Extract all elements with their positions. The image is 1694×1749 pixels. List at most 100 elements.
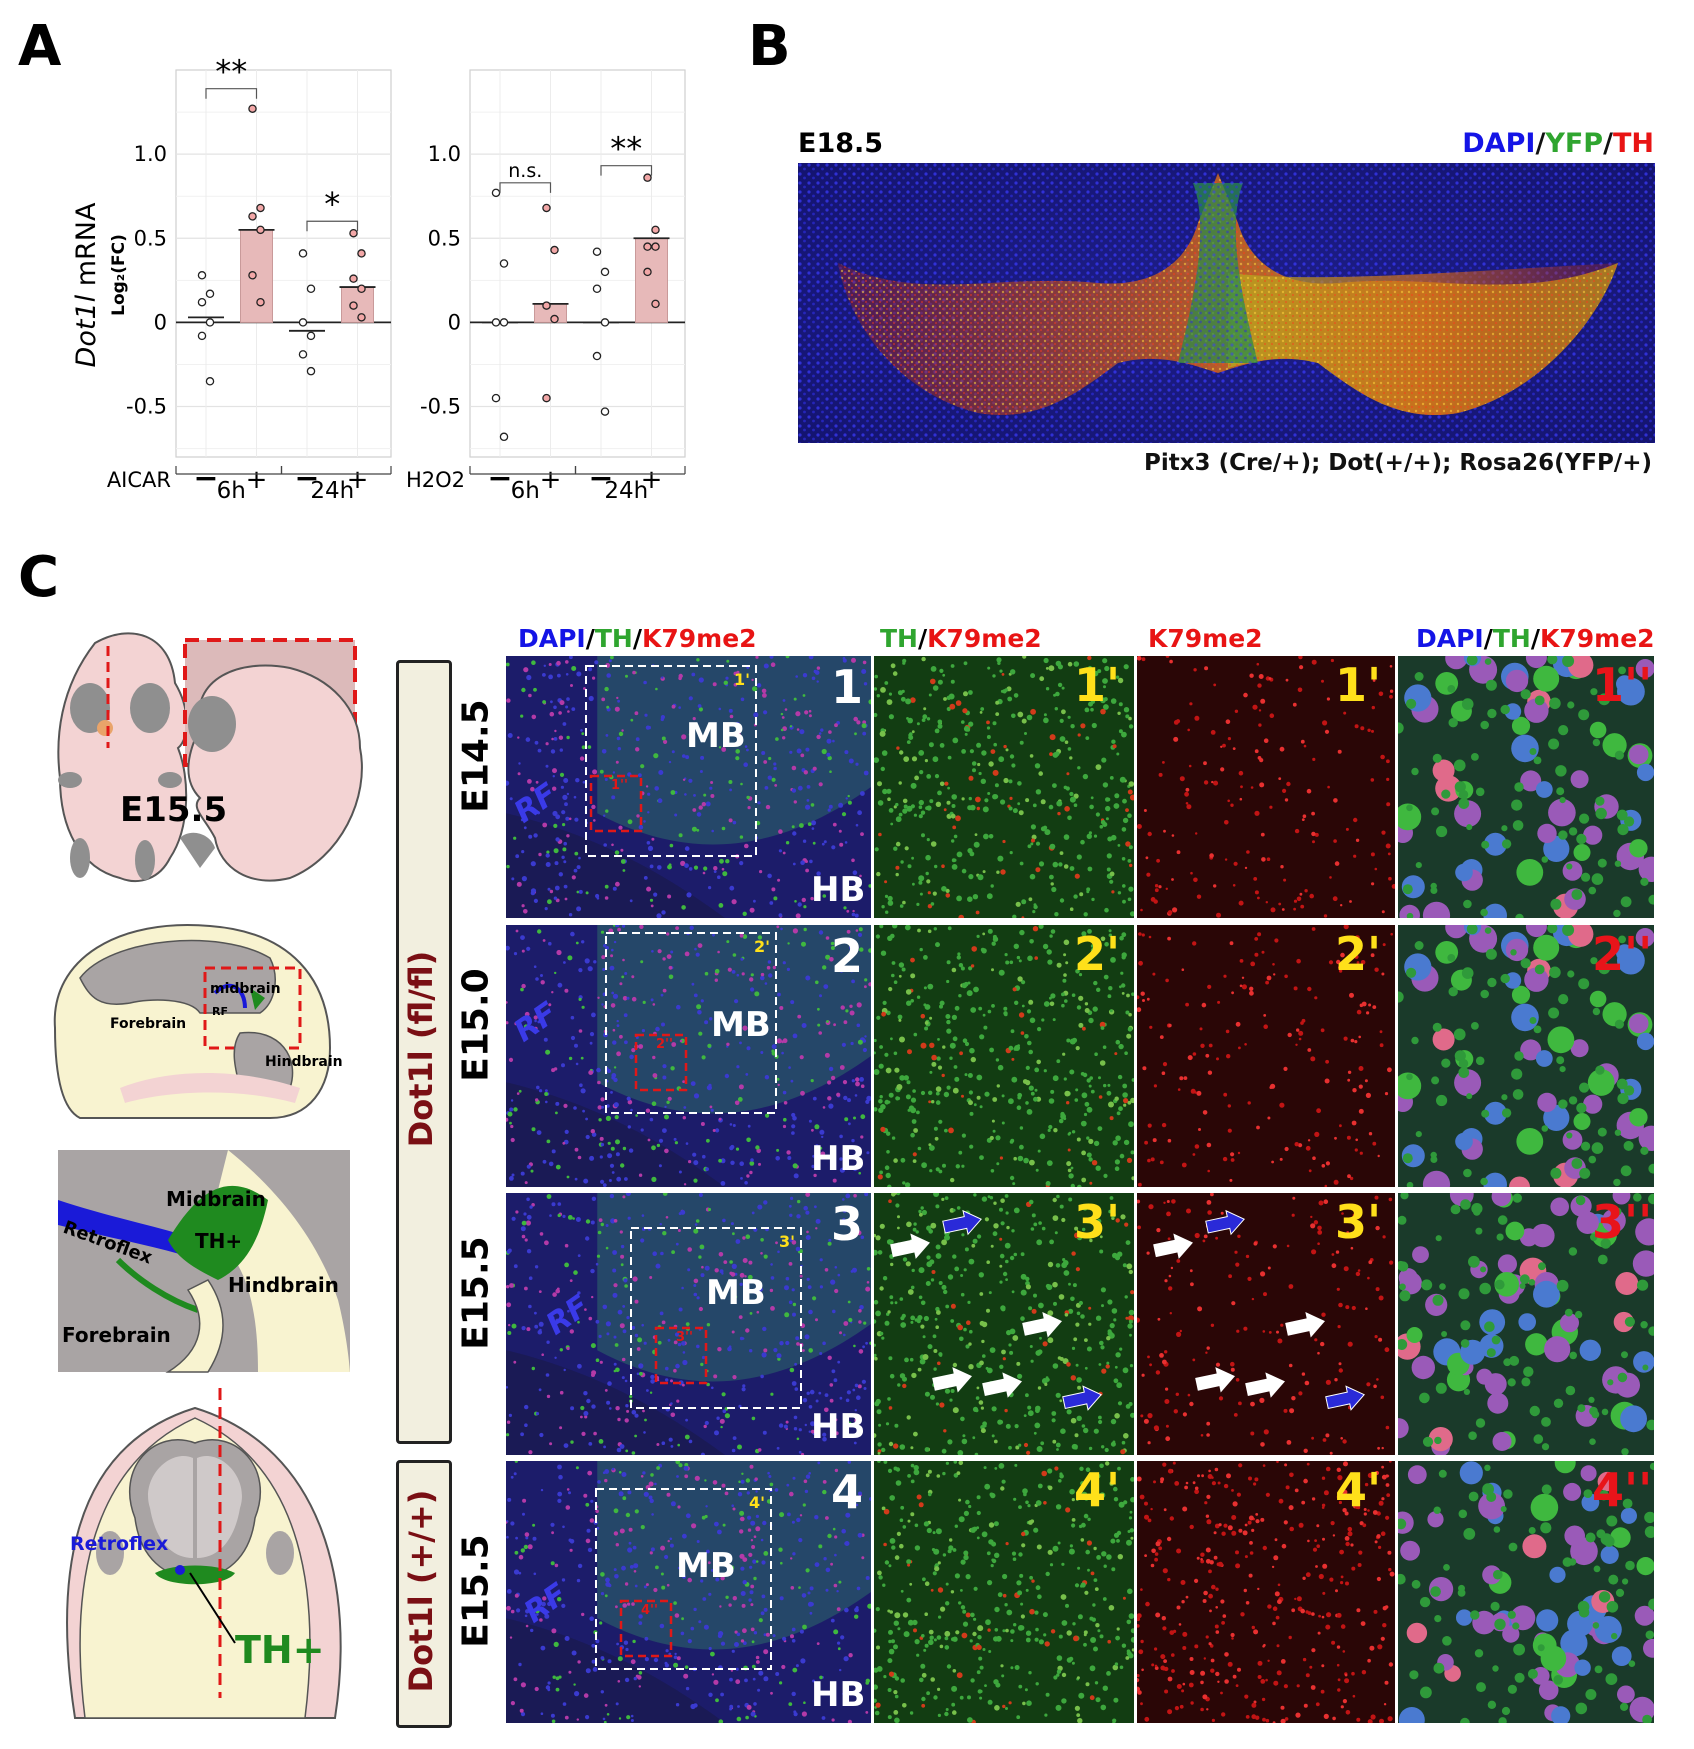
data-point [491, 188, 501, 198]
data-point [491, 393, 501, 403]
prime-label: 2' [1335, 927, 1382, 981]
row-number: 3 [831, 1197, 864, 1251]
data-point [205, 289, 215, 299]
data-point [205, 318, 215, 327]
prime-label: 3' [1335, 1195, 1382, 1249]
zoom-schematic: Midbrain TH+ Retroflex Hindbrain Forebra… [58, 1150, 350, 1373]
time-label: 6h [217, 478, 246, 504]
sch-hindbrain: Hindbrain [265, 1054, 343, 1070]
panel-c-schematics: E15.5 midbrain Forebrain RF Hindbrain Mi… [53, 632, 363, 1719]
treatment-label: AICAR [107, 468, 171, 492]
double-prime-label: 2'' [1592, 927, 1653, 981]
col-header-2: TH/K79me2 [880, 624, 1042, 653]
data-point [643, 267, 652, 277]
data-point [256, 203, 265, 213]
y-tick-label: 1.0 [428, 142, 461, 166]
data-point [499, 432, 509, 442]
data-point [256, 225, 265, 235]
sig-label: * [324, 185, 340, 223]
data-point [600, 407, 610, 416]
micrograph-r2-c4 [1398, 925, 1654, 1187]
prime-label: 3' [1074, 1195, 1121, 1249]
sig-label: n.s. [508, 160, 542, 182]
data-point [651, 242, 660, 251]
sign-label: − [588, 461, 613, 496]
sch-hindbrain2: Hindbrain [228, 1273, 339, 1297]
sch-midbrain2: Midbrain [166, 1187, 266, 1211]
y-tick-label: 1.0 [134, 142, 167, 166]
hb-label: HB [811, 1675, 866, 1715]
micrograph-r4-c4 [1398, 1461, 1654, 1723]
row-number: 1 [831, 660, 864, 714]
sub-box-label: 4'' [641, 1603, 659, 1618]
sch-th-plus2: TH+ [235, 1628, 325, 1672]
sig-bracket [499, 182, 552, 193]
double-prime-label: 3'' [1592, 1195, 1653, 1249]
micrograph-r1-c1 [506, 656, 871, 918]
y-tick-label: 0.5 [428, 226, 461, 250]
data-point [248, 212, 257, 221]
data-point [542, 301, 551, 310]
row-number: 4 [831, 1465, 864, 1519]
y-tick-label: -0.5 [420, 395, 461, 419]
micrograph-r3-c3 [1137, 1193, 1395, 1455]
sig-bracket [600, 165, 653, 176]
data-point [349, 274, 358, 283]
data-point [306, 331, 316, 341]
micrograph-r2-c3 [1137, 925, 1395, 1187]
time-label: 6h [511, 478, 540, 504]
panel-b-stage-label: E18.5 [798, 128, 884, 159]
data-point [491, 318, 501, 327]
data-point [592, 284, 602, 293]
panel-label-b: B [748, 14, 791, 79]
data-point [643, 173, 652, 182]
y-tick-label: 0 [154, 310, 167, 334]
data-point [499, 318, 509, 327]
y-label: Dot1l mRNA [71, 202, 102, 367]
col-header-1: DAPI/TH/K79me2 [518, 624, 757, 653]
prime-label: 4' [1335, 1463, 1382, 1517]
bar [635, 237, 668, 323]
sch-forebrain2: Forebrain [62, 1323, 171, 1347]
plot-frame [175, 69, 392, 458]
data-point [197, 271, 207, 280]
stage-label-row2: E15.0 [455, 968, 497, 1082]
genotype-bar-flfl [396, 660, 452, 1444]
col-header-4: DAPI/TH/K79me2 [1416, 624, 1655, 653]
mb-label: MB [686, 716, 746, 756]
box-label: 1' [734, 670, 751, 689]
data-point [499, 259, 509, 268]
genotype-bar-wt [396, 1460, 452, 1728]
time-label: 24h [310, 478, 354, 504]
sub-box-label: 1'' [611, 778, 629, 793]
sagittal-brain-schematic: midbrain Forebrain RF Hindbrain [53, 924, 343, 1119]
sign-label: + [641, 465, 663, 495]
sub-box-label: 3'' [676, 1330, 694, 1345]
panel-b-micrograph [798, 163, 1655, 443]
stage-label-row4: E15.5 [455, 1534, 497, 1648]
prime-label: 1' [1074, 658, 1121, 712]
data-point [542, 393, 551, 403]
box-label: 2' [754, 937, 771, 956]
data-point [298, 318, 308, 327]
embryo-ventral-view [57, 632, 188, 883]
data-point [600, 267, 610, 277]
data-point [197, 331, 207, 341]
embryo-side-view [180, 638, 363, 882]
micrograph-r1-c4 [1398, 656, 1654, 918]
genotype-label-wt: Dot1l (+/+) [402, 1489, 440, 1693]
data-point [256, 297, 265, 307]
double-prime-label: 4'' [1592, 1463, 1653, 1517]
row-number: 2 [831, 929, 864, 983]
panel-label-a: A [18, 14, 62, 79]
prime-label: 2' [1074, 927, 1121, 981]
data-point [357, 249, 366, 258]
time-label: 24h [604, 478, 648, 504]
sig-bracket [205, 88, 258, 99]
box-label: 3' [779, 1232, 796, 1251]
y-tick-label: 0.5 [134, 226, 167, 250]
data-point [248, 271, 257, 280]
micrograph-r1-c2 [874, 656, 1134, 918]
